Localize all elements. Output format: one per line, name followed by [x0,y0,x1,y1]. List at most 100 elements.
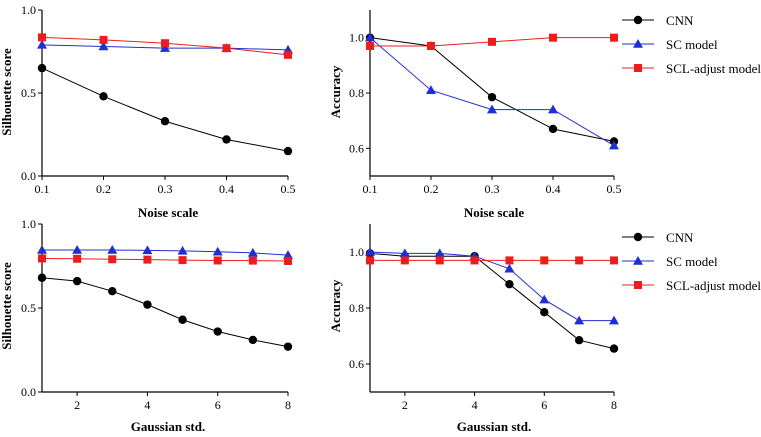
panel-d-series-sc-model [365,247,619,325]
panel-d-point-cnn [574,336,584,345]
panel-c-point-cnn [143,300,152,309]
panel-b: Accuracy Noise scale 0.6 0.8 1.0 0.1 0.2 0.3 0… [328,10,622,220]
panel-b-point-scl-adjust-model [488,37,496,46]
panel-c-point-scl-adjust-model [248,256,257,265]
panel-d: Accuracy Gaussian std. 0.6 0.8 1.0 2 4 6 8 [328,224,619,434]
panel-c-point-cnn [248,335,258,345]
panel-b-point-cnn [487,92,497,102]
panel-c-ytick-label: 0.0 [21,385,36,399]
panel-a-series-sc-model [37,39,293,54]
legend-label-sc-model: SC model [666,254,718,269]
panel-b-xtick-label: 0.4 [546,182,561,196]
legend-marker-cnn [633,15,643,25]
panel-d-xlabel: Gaussian std. [457,419,531,434]
panel-b-point-sc-model [609,140,619,150]
panel-c-point-cnn [213,327,222,336]
panel-a-point-cnn [37,63,47,73]
panel-a-series-scl-adjust-model [38,33,292,59]
legend-label-scl-adjust-model: SCL-adjust model [666,278,761,293]
panel-c-xlabel: Gaussian std. [131,419,205,434]
panel-d-point-cnn [540,308,549,317]
panel-a-series-cnn [37,63,293,156]
panel-a-line-cnn [41,67,289,152]
panel-b-ylabel: Accuracy [328,65,343,118]
panel-d-line-cnn [369,252,615,350]
panel-b-series-cnn [365,33,619,146]
panel-a: Silhouette score Noise scale 0.0 0.5 1.0 0.… [0,3,296,220]
panel-c-point-scl-adjust-model [213,256,222,265]
panel-c-line-sc-model [42,249,289,256]
panel-b-xtick-label: 0.2 [424,182,439,196]
panel-d-point-scl-adjust-model [610,256,618,265]
panel-c-point-cnn [72,276,82,286]
panel-d-point-sc-model [504,263,515,273]
panel-a-ytick-label: 1.0 [21,3,36,17]
panel-d-point-scl-adjust-model [505,256,514,265]
panel-b-point-cnn [548,124,558,134]
panel-c-xtick-label: 8 [285,398,291,412]
panel-c-point-scl-adjust-model [143,255,152,264]
panel-c-point-sc-model [212,246,223,256]
panel-a-xlabel: Noise scale [138,205,199,220]
panel-b-xlabel: Noise scale [464,205,525,220]
panel-c-series-scl-adjust-model [38,254,292,265]
panel-d-point-scl-adjust-model [400,256,409,265]
panel-d-ytick-label: 0.8 [349,301,364,315]
panel-b-series-scl-adjust-model [366,33,618,50]
panel-c-ytick-label: 1.0 [21,217,36,231]
panel-c-line-scl-adjust-model [41,257,289,262]
panel-d-series-scl-adjust-model [366,256,618,265]
legend-marker-scl-adjust-model [634,281,642,289]
panel-a-point-cnn [283,146,293,156]
panel-c-ytick-label: 0.5 [21,301,36,315]
legend-label-cnn: CNN [666,13,694,28]
panel-c-point-sc-model [107,245,118,254]
panel-d-point-cnn [609,344,619,353]
legend-label-cnn: CNN [666,230,694,245]
panel-b-point-sc-model [487,104,497,114]
panel-a-xtick-label: 0.2 [96,182,111,196]
panel-d-point-scl-adjust-model [366,256,374,265]
panel-b-point-scl-adjust-model [610,33,618,42]
legend-marker-sc-model [633,256,643,265]
panel-d-point-sc-model [399,248,410,258]
legend-label-sc-model: SC model [666,37,718,52]
panel-a-point-cnn [99,92,108,101]
panel-d-xtick-label: 4 [472,398,478,412]
panel-a-ytick-label: 0.5 [21,86,36,100]
panel-c-xtick-label: 4 [144,398,150,412]
panel-c-series-cnn [37,273,293,351]
panel-a-point-sc-model [160,43,170,52]
panel-a-xtick-label: 0.1 [35,182,50,196]
panel-c-xtick-label: 2 [74,398,80,412]
panel-c-line-cnn [41,277,289,348]
panel-a-ytick-label: 0.0 [21,169,36,183]
panel-c-point-sc-model [142,245,153,255]
panel-a-point-scl-adjust-model [284,50,292,59]
panel-b-point-sc-model [365,32,375,42]
panel-c-series-sc-model [37,245,293,259]
panel-b-point-scl-adjust-model [549,33,557,42]
panel-b-ytick-label: 0.6 [349,141,364,155]
panel-c-point-sc-model [283,250,293,259]
panel-a-xtick-label: 0.5 [281,182,296,196]
legend-marker-sc-model [633,39,643,48]
panel-c: Silhouette score Gaussian std. 0.0 0.5 1.0… [0,217,293,434]
panel-d-point-scl-adjust-model [575,256,584,265]
panel-a-point-scl-adjust-model [99,35,108,44]
panel-d-point-sc-model [539,294,550,304]
panel-c-point-sc-model [247,247,258,257]
panel-a-xtick-label: 0.4 [219,182,234,196]
panel-a-point-cnn [160,117,170,126]
panel-d-ytick-label: 1.0 [349,245,364,259]
panel-c-point-scl-adjust-model [73,254,82,263]
panel-c-point-sc-model [37,245,47,254]
panel-d-xtick-label: 6 [541,398,547,412]
panel-b-ytick-label: 0.8 [349,86,364,100]
panel-a-point-cnn [222,135,231,144]
panel-c-point-scl-adjust-model [284,256,292,265]
panel-d-point-sc-model [434,248,445,258]
panel-c-point-cnn [108,287,117,296]
panel-b-point-sc-model [548,104,558,114]
